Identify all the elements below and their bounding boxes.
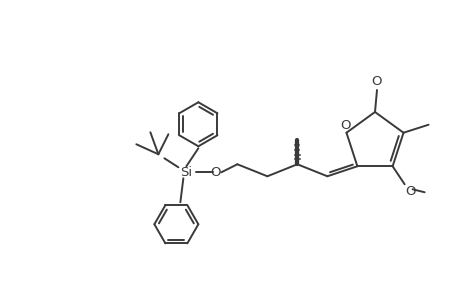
Text: O: O: [209, 166, 220, 179]
Text: O: O: [405, 185, 415, 198]
Text: O: O: [371, 75, 381, 88]
Text: Si: Si: [180, 166, 192, 179]
Text: O: O: [340, 119, 350, 132]
